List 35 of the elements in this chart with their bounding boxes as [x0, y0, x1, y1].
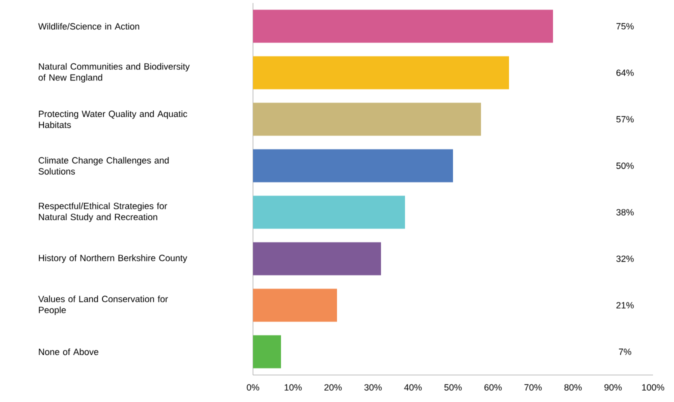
x-tick-label: 30% [364, 384, 382, 391]
bar [252, 56, 509, 90]
x-tick-label: 100% [642, 384, 664, 391]
data-label: 57% [616, 116, 634, 122]
bar [252, 149, 453, 182]
bar [252, 196, 405, 229]
x-tick-label: 40% [404, 384, 422, 391]
bar [252, 102, 481, 136]
x-tick-label: 80% [564, 384, 582, 391]
bar [252, 288, 337, 322]
y-tick-label: Protecting Water Quality and Aquatic Habitats [38, 110, 188, 128]
x-tick-label: 0% [246, 384, 260, 391]
y-tick-label: Natural Communities and Biodiversity of New England [38, 63, 190, 82]
x-tick-label: 70% [524, 384, 542, 391]
data-label: 64% [616, 70, 634, 76]
x-tick-label: 50% [444, 384, 462, 391]
y-tick-label: History of Northern Berkshire County [38, 254, 188, 263]
data-label: 7% [618, 348, 632, 355]
bar [252, 242, 381, 276]
x-tick-label: 20% [324, 384, 342, 391]
bar [252, 10, 553, 43]
x-tick-label: 90% [604, 384, 622, 391]
x-tick-label: 10% [284, 384, 302, 391]
y-tick-label: Respectful/Ethical Strategies for Natural Study and Recreation [38, 202, 168, 222]
data-label: 38% [616, 209, 634, 216]
y-tick-label: Wildlife/Science in Action [38, 22, 140, 30]
data-label: 32% [616, 256, 634, 262]
y-tick-label: None of Above [38, 348, 98, 356]
x-tick-label: 60% [484, 384, 502, 391]
y-tick-label: Climate Change Challenges and Solutions [38, 156, 169, 175]
data-label: 50% [616, 162, 634, 169]
data-label: 21% [616, 302, 634, 308]
bar [252, 335, 281, 368]
data-label: 75% [616, 23, 634, 30]
y-tick-label: Values of Land Conservation for People [38, 296, 168, 315]
